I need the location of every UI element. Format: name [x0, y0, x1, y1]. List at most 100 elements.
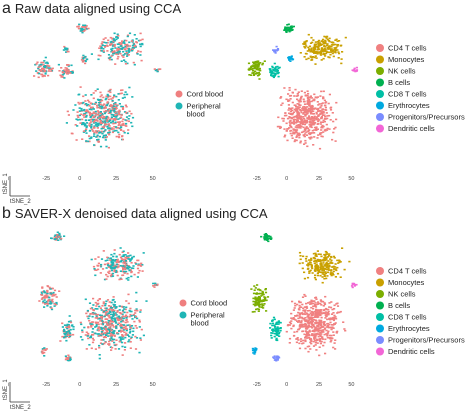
- panel-a-source-point: [107, 146, 110, 149]
- panel-b-celltype-point: [323, 302, 326, 305]
- panel-b-source-point: [108, 327, 111, 329]
- panel-a-celltype-point: [299, 97, 302, 100]
- panel-b-source-point: [97, 333, 100, 335]
- panel-b-source-point: [115, 327, 118, 329]
- panel-a-source-point: [83, 116, 86, 118]
- panel-b-celltype-point: [326, 318, 329, 321]
- panel-a-celltype-point: [315, 43, 318, 45]
- panel-a-source-point: [107, 95, 110, 97]
- panel-a-source-point: [90, 108, 93, 111]
- panel-a-source-point: [82, 54, 85, 57]
- panel-b-source-point: [112, 317, 115, 320]
- panel-a-celltype-point: [307, 109, 310, 112]
- panel-b-source-point: [86, 309, 89, 312]
- panel-b-celltype-point: [299, 301, 302, 304]
- panel-b-source-point: [134, 262, 137, 264]
- panel-b-celltype-point: [325, 262, 328, 265]
- panel-a-celltype-point: [283, 87, 286, 89]
- panel-a-celltype-point: [313, 56, 316, 59]
- panel-a-source-point: [115, 107, 118, 109]
- panel-a-celltype-point: [288, 116, 291, 118]
- panel-b-celltype-point: [257, 298, 260, 301]
- panel-a-celltype-point: [302, 113, 305, 115]
- panel-b-source-point: [100, 263, 103, 266]
- panel-b-celltype-point: [272, 316, 276, 319]
- panel-b-celltype-point: [327, 310, 330, 313]
- panel-b-celltype-point: [308, 345, 311, 348]
- panel-b-source-point: [104, 336, 107, 339]
- panel-b-source-point: [107, 305, 111, 307]
- panel-b-celltype-point: [301, 317, 304, 320]
- panel-b-celltype-point: [336, 312, 339, 314]
- panel-b-source-point: [105, 311, 108, 313]
- panel-a-celltype-point: [297, 99, 300, 102]
- panel-a-source-point: [84, 24, 87, 27]
- panel-a-source-point: [94, 130, 97, 132]
- panel-b-source-point: [124, 346, 127, 348]
- panel-b-source-point: [54, 303, 58, 306]
- panel-b-celltype-point: [327, 262, 330, 265]
- panel-a-source-point: [92, 97, 95, 100]
- panel-a-source-point: [115, 105, 118, 107]
- panel-a-celltype-point: [310, 123, 313, 126]
- panel-a-celltype-point: [299, 140, 302, 143]
- panel-b-source-point: [110, 337, 113, 340]
- panel-b-celltype-point: [271, 320, 274, 322]
- panel-b-source-point: [130, 270, 133, 273]
- panel-a-celltype-point: [309, 110, 312, 113]
- panel-b-source-point: [67, 359, 70, 362]
- panel-a-source-point: [82, 26, 85, 28]
- panel-a-celltype-point: [303, 41, 306, 43]
- panel-a-celltype-point: [321, 124, 324, 127]
- panel-b-celltype-legend-label: Progenitors/Precursors: [388, 336, 465, 345]
- panel-b-celltype-point: [298, 304, 301, 307]
- panel-b-celltype-point: [316, 315, 319, 317]
- panel-b-celltype-point: [319, 260, 322, 262]
- panel-b-source-point: [103, 263, 106, 266]
- panel-b-celltype-point: [318, 327, 321, 329]
- panel-a-source-point: [91, 106, 94, 109]
- panel-a-celltype-point: [320, 111, 323, 113]
- panel-b-source-point: [46, 289, 49, 292]
- panel-a-source-point: [77, 116, 80, 119]
- panel-a-celltype-point: [288, 112, 291, 115]
- panel-b-source-point: [118, 305, 121, 307]
- panel-b-source-point: [125, 256, 128, 259]
- panel-b-source-point: [117, 261, 120, 264]
- panel-a-celltype-point: [337, 57, 340, 59]
- panel-b-celltype-legend-swatch: [376, 278, 384, 287]
- panel-a-celltype-point: [287, 104, 290, 106]
- panel-b-source-point: [137, 263, 140, 266]
- panel-b-source-point: [136, 259, 139, 262]
- panel-b-celltype-point: [331, 308, 334, 311]
- panel-a-source-point: [109, 44, 112, 46]
- panel-b-celltype-point: [333, 317, 336, 320]
- panel-b-celltype-point: [259, 303, 262, 306]
- panel-b-source-point: [91, 331, 94, 333]
- panel-b-source-point: [134, 309, 137, 312]
- panel-b-source-point: [125, 306, 128, 309]
- panel-a-celltype-point: [325, 129, 329, 131]
- panel-a-celltype-legend-swatch: [376, 90, 384, 98]
- panel-a-source-point: [119, 92, 122, 95]
- panel-a-source-point: [112, 118, 115, 120]
- panel-b-celltype-point: [317, 312, 320, 315]
- panel-a-celltype-point: [304, 113, 307, 116]
- panel-a-source-point: [116, 33, 119, 36]
- panel-a-source-point: [102, 116, 105, 119]
- panel-a-source-point: [127, 54, 130, 56]
- panel-b-celltype-point: [313, 262, 316, 265]
- panel-a-source-point: [111, 97, 114, 99]
- panel-b-celltype-point: [301, 342, 304, 345]
- panel-a-celltype-point: [310, 100, 313, 103]
- panel-b-source-point: [129, 258, 132, 260]
- panel-a-celltype-point: [252, 64, 255, 66]
- panel-b-celltype-point: [313, 316, 317, 318]
- panel-b-title-text: SAVER-X denoised data aligned using CCA: [14, 206, 268, 221]
- panel-b-source-point: [108, 320, 112, 323]
- panel-a-celltype-point: [294, 104, 297, 107]
- panel-b-source-point: [129, 341, 132, 343]
- panel-b-source-point: [105, 267, 108, 269]
- panel-b-celltype-point: [258, 298, 261, 300]
- panel-b-celltype-point: [348, 260, 351, 263]
